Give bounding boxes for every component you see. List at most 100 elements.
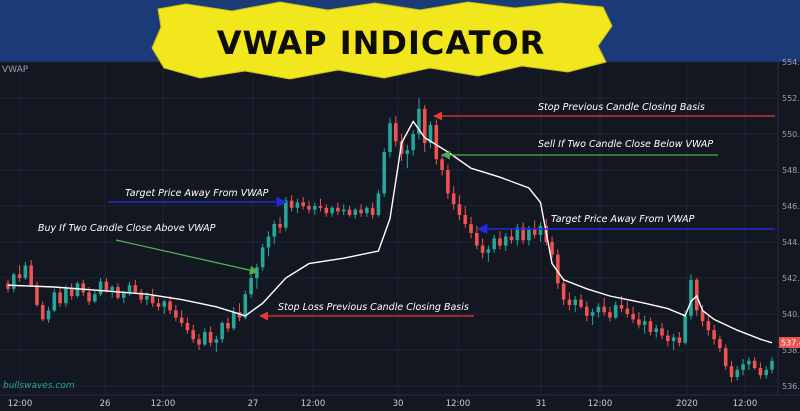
candle-down — [666, 330, 670, 347]
candle-down — [156, 297, 161, 311]
candle-up — [747, 357, 751, 370]
candle-down — [521, 222, 525, 244]
candle-up — [596, 303, 601, 318]
candle-down — [625, 301, 630, 318]
annotation-stop-loss-text: Stop Loss Previous Candle Closing Basis — [278, 302, 469, 313]
time-axis — [0, 395, 800, 411]
candle-down — [307, 200, 311, 214]
candle-up — [249, 274, 253, 298]
candle-down — [579, 294, 583, 309]
candle-up — [266, 231, 271, 257]
candle-down — [509, 229, 514, 244]
candle-up — [613, 301, 618, 320]
candle-up — [671, 333, 676, 350]
symbol-label: VWAP — [2, 65, 29, 75]
candle-down — [40, 301, 45, 322]
candle-up — [689, 274, 693, 320]
time-tick-label: 12:00 — [588, 399, 613, 409]
candle-up — [46, 306, 51, 323]
candle-down — [567, 292, 572, 311]
candle-down — [185, 317, 190, 334]
plot-area — [0, 62, 800, 411]
candle-up — [64, 285, 68, 307]
candle-up — [503, 233, 508, 251]
watermark: bullswaves.com — [3, 381, 75, 391]
candle-down — [336, 202, 340, 215]
annotation-sell-two: Sell If Two Candle Close Below VWAP — [441, 139, 718, 160]
candle-up — [11, 272, 16, 293]
price-tick-label: 554.0 — [782, 58, 800, 67]
annotation-stop-loss: Stop Loss Previous Candle Closing Basis — [259, 302, 474, 321]
candle-up — [52, 288, 57, 313]
candle-up — [376, 189, 381, 217]
candle-down — [712, 324, 716, 345]
candle-up — [405, 144, 410, 169]
candle-down — [718, 335, 722, 352]
candle-down — [758, 362, 763, 379]
candle-down — [463, 206, 468, 228]
price-tick-label: 542.0 — [782, 274, 800, 283]
price-tick-label: 536.0 — [782, 382, 800, 391]
candle-down — [648, 317, 653, 336]
candle-down — [81, 279, 86, 296]
candle-down — [480, 238, 485, 259]
candle-down — [393, 116, 398, 147]
candle-down — [660, 323, 664, 340]
candle-down — [208, 326, 213, 347]
annotation-buy-two-text: Buy If Two Candle Close Above VWAP — [38, 223, 216, 234]
last-price-badge: 537.4 — [779, 337, 800, 348]
candle-up — [93, 290, 97, 304]
candle-down — [150, 288, 155, 307]
candle-down — [700, 305, 705, 327]
candle-down — [451, 186, 456, 210]
candle-down — [556, 249, 560, 289]
candle-down — [191, 324, 196, 343]
candle-up — [538, 222, 543, 242]
candle-up — [515, 224, 520, 246]
candle-up — [770, 357, 774, 374]
candle-down — [17, 265, 22, 282]
candle-up — [411, 130, 415, 156]
annotation-stop-previous-text: Stop Previous Candle Closing Basis — [538, 102, 705, 113]
candle-up — [590, 308, 595, 325]
candle-up — [162, 299, 167, 314]
candle-down — [422, 105, 427, 152]
candle-up — [214, 335, 219, 352]
annotation-target-left: Target Price Away From VWAP — [108, 188, 288, 208]
candle-down — [550, 236, 554, 259]
candle-down — [446, 164, 450, 199]
last-price-label: 537.4 — [781, 339, 800, 348]
candle-down — [58, 287, 62, 307]
candle-down — [370, 202, 375, 219]
candle-down — [469, 216, 473, 239]
candle-up — [486, 245, 491, 262]
candle-down — [226, 317, 230, 332]
candle-up — [341, 204, 346, 215]
candle-up — [353, 207, 358, 219]
candle-down — [139, 288, 143, 304]
candle-up — [260, 243, 265, 271]
candle-down — [434, 119, 439, 165]
candle-down — [561, 278, 566, 305]
vwap-line — [7, 120, 773, 344]
candle-up — [388, 117, 392, 158]
time-tick-label: 12:00 — [733, 399, 758, 409]
price-tick-label: 538.0 — [782, 346, 800, 355]
candle-down — [289, 195, 294, 212]
candle-down — [752, 357, 757, 370]
time-tick-label: 12:00 — [301, 399, 326, 409]
price-tick-label: 552.0 — [782, 94, 800, 103]
candle-up — [417, 98, 421, 140]
candle-up — [23, 261, 28, 280]
candle-up — [231, 306, 236, 331]
price-tick-label: 540.0 — [782, 310, 800, 319]
title-banner: VWAP INDICATOR — [151, 1, 613, 80]
candle-down — [347, 206, 352, 217]
annotation-stop-previous: Stop Previous Candle Closing Basis — [433, 102, 775, 121]
annotation-buy-two: Buy If Two Candle Close Above VWAP — [38, 223, 259, 275]
annotation-target-right-text: Target Price Away From VWAP — [551, 214, 695, 225]
price-tick-label: 546.0 — [782, 202, 800, 211]
candle-up — [127, 281, 132, 296]
candle-down — [168, 296, 172, 314]
